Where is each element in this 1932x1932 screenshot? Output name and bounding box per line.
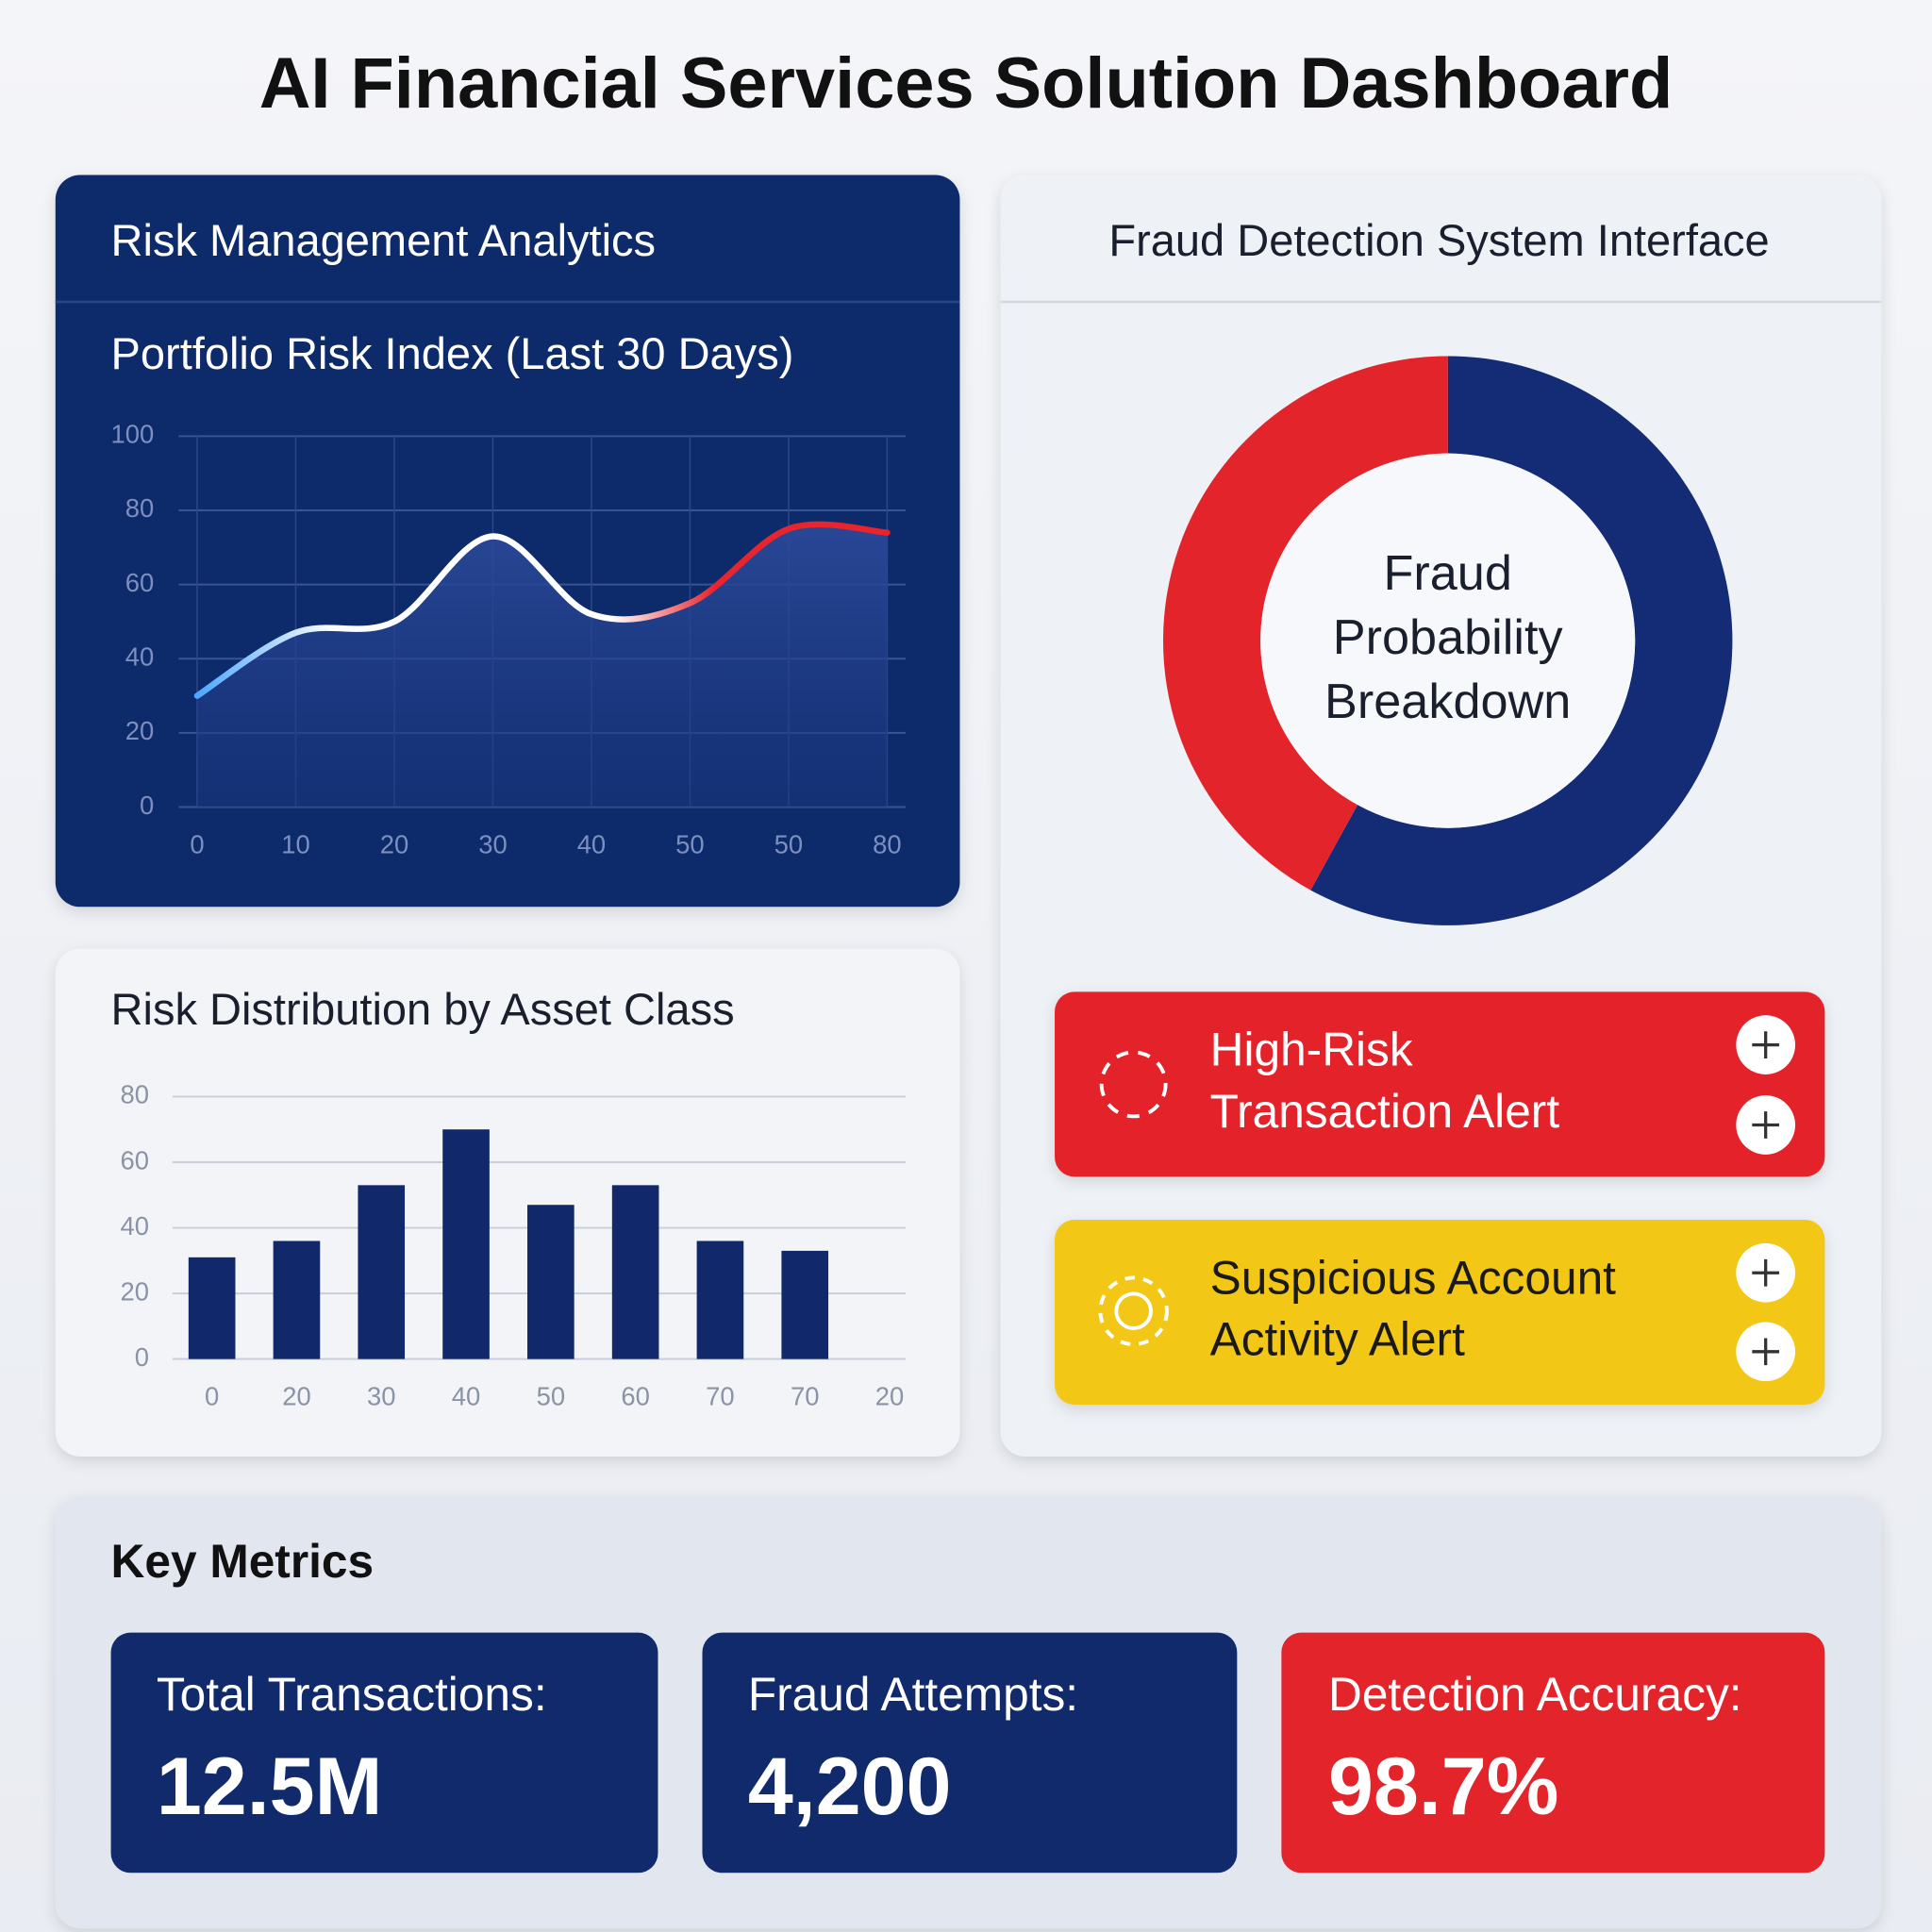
bar (527, 1205, 575, 1359)
x-tick-label: 20 (282, 1382, 310, 1411)
x-tick-label: 80 (873, 830, 901, 859)
x-tick-label: 40 (577, 830, 606, 859)
bar (696, 1241, 744, 1359)
y-tick-label: 0 (140, 791, 154, 820)
x-tick-label: 60 (621, 1382, 649, 1411)
alert-line: Activity Alert (1210, 1313, 1465, 1366)
y-tick-label: 80 (125, 493, 154, 523)
expand-button[interactable] (1736, 1095, 1796, 1155)
alert-card[interactable] (1055, 991, 1825, 1177)
donut-title: Breakdown (1324, 675, 1571, 729)
x-tick-label: 50 (537, 1382, 565, 1411)
chart-title: Risk Distribution by Asset Class (111, 984, 735, 1034)
bar (781, 1250, 829, 1359)
metric-value: 4,200 (748, 1741, 952, 1832)
chart-title: Portfolio Risk Index (Last 30 Days) (111, 328, 794, 378)
y-tick-label: 40 (121, 1211, 149, 1241)
metric-label: Fraud Attempts: (748, 1668, 1078, 1721)
page-title: AI Financial Services Solution Dashboard (259, 43, 1674, 124)
alert-text: Suspicious Account Activity Alert (1210, 1251, 1617, 1365)
alert-line: High-Risk (1210, 1024, 1413, 1076)
alert-icon (1098, 1275, 1169, 1346)
alert-line: Suspicious Account (1210, 1251, 1617, 1304)
line (193, 521, 891, 699)
donut-title: Fraud (1383, 546, 1511, 601)
bar-chart: 0 20 40 60 80 0 20 30 40 50 60 70 70 20 (121, 1080, 906, 1411)
metric-card (110, 1632, 658, 1874)
area (196, 524, 888, 808)
y-tick-label: 20 (121, 1276, 149, 1306)
y-tick-label: 40 (125, 642, 154, 672)
metric-value: 12.5M (157, 1741, 383, 1832)
donut-hole (1260, 453, 1636, 828)
bar (188, 1257, 236, 1359)
alert-icon (1099, 1050, 1168, 1119)
x-tick-label: 30 (367, 1382, 395, 1411)
metric-label: Total Transactions: (157, 1668, 547, 1721)
panel-title: Risk Management Analytics (111, 215, 657, 265)
metric-label: Detection Accuracy: (1328, 1668, 1742, 1721)
bar (358, 1185, 406, 1359)
x-tick-label: 50 (675, 830, 704, 859)
donut-title: Probability (1333, 610, 1564, 665)
metric-card (1281, 1632, 1825, 1874)
line-chart: 0 20 40 60 80 100 0 10 20 30 40 50 50 80 (111, 420, 906, 859)
y-tick-label: 100 (111, 420, 155, 449)
metric-value: 98.7% (1328, 1741, 1558, 1832)
bar (273, 1241, 321, 1359)
x-tick-label: 70 (791, 1382, 819, 1411)
x-tick-label: 40 (452, 1382, 480, 1411)
x-tick-label: 50 (774, 830, 803, 859)
x-tick-label: 20 (875, 1382, 904, 1411)
x-tick-label: 10 (281, 830, 309, 859)
donut-chart: Fraud Probability Breakdown (1162, 356, 1733, 925)
donut-slice (1310, 356, 1733, 925)
expand-button[interactable] (1736, 1322, 1796, 1382)
x-tick-label: 0 (205, 1382, 219, 1411)
panel-title: Fraud Detection System Interface (1108, 215, 1769, 265)
expand-button[interactable] (1736, 1242, 1796, 1303)
metric-card (702, 1632, 1238, 1874)
x-tick-label: 30 (478, 830, 507, 859)
bar (611, 1185, 659, 1359)
x-tick-label: 70 (706, 1382, 734, 1411)
donut-slice (1162, 356, 1448, 891)
y-tick-label: 60 (125, 568, 154, 597)
bar (442, 1129, 490, 1359)
panel-title: Key Metrics (111, 1535, 375, 1588)
alert-card[interactable] (1055, 1220, 1825, 1405)
y-tick-label: 0 (135, 1342, 149, 1372)
y-tick-label: 80 (121, 1080, 149, 1109)
alert-line: Transaction Alert (1210, 1085, 1560, 1138)
x-tick-label: 20 (380, 830, 408, 859)
alert-text: High-Risk Transaction Alert (1210, 1024, 1560, 1138)
y-tick-label: 20 (125, 716, 154, 745)
x-tick-label: 0 (190, 830, 204, 859)
expand-button[interactable] (1736, 1015, 1796, 1074)
y-tick-label: 60 (121, 1145, 149, 1174)
